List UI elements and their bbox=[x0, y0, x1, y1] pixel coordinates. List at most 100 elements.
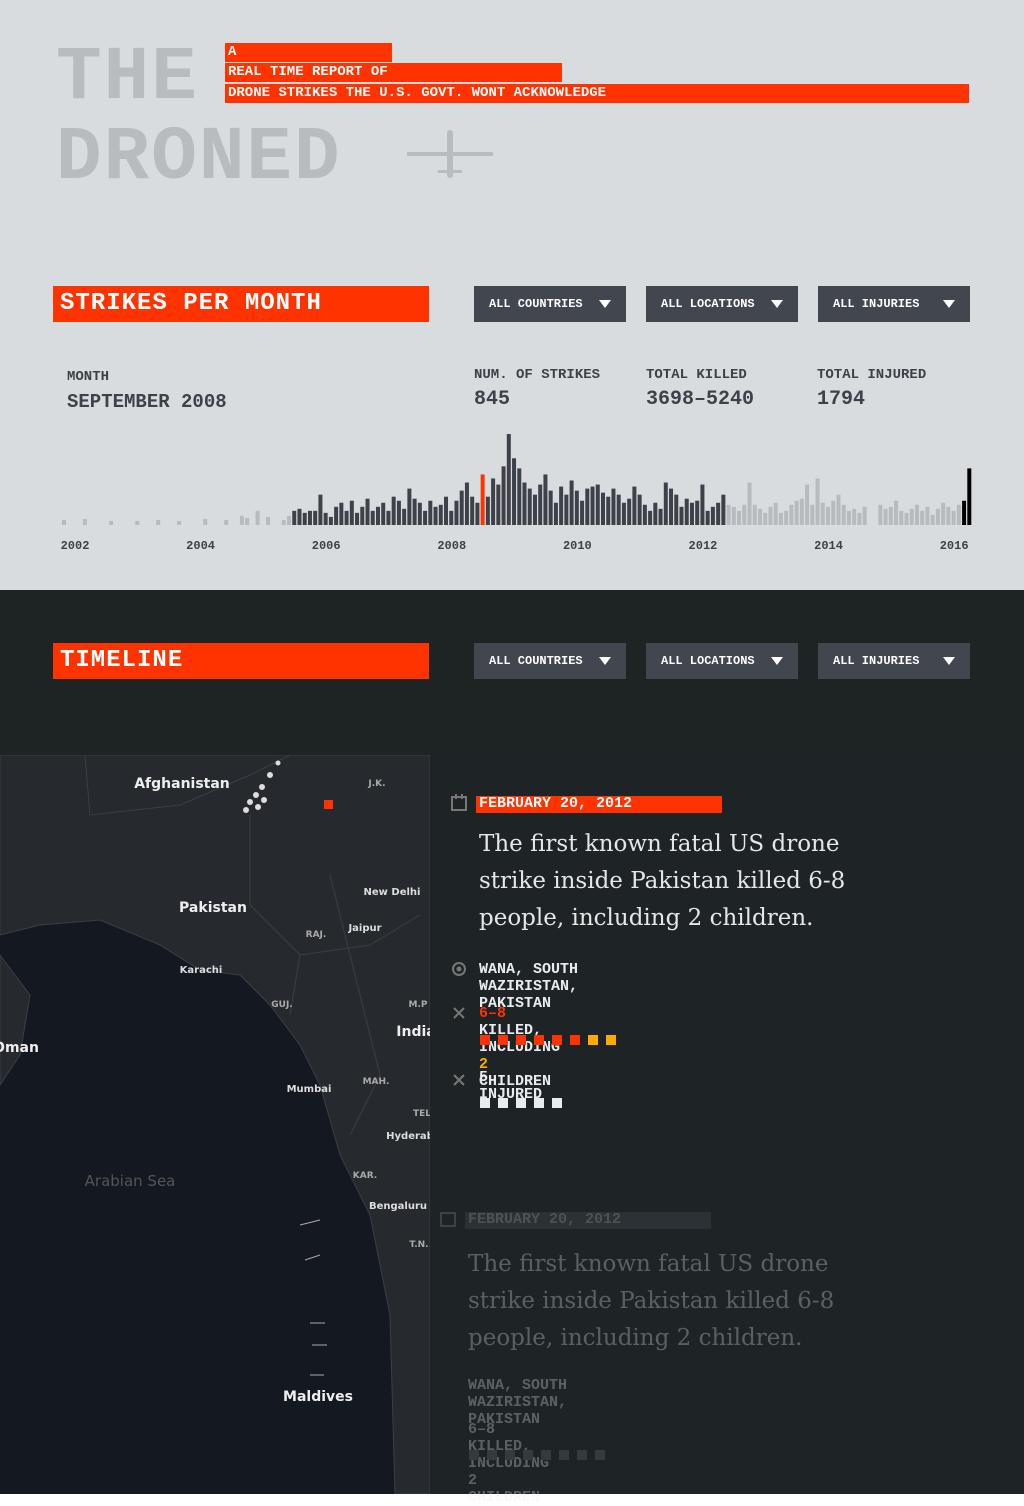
map-label: Oman bbox=[0, 1040, 39, 1056]
bar bbox=[621, 502, 626, 525]
calendar-icon bbox=[451, 794, 467, 811]
timeline-section: TIMELINE ALL COUNTRIES ALL LOCATIONS ALL… bbox=[0, 590, 1024, 1506]
bar bbox=[731, 506, 736, 525]
bar bbox=[381, 502, 386, 525]
filter-dropdown[interactable]: ALL LOCATIONS bbox=[646, 643, 798, 679]
bar bbox=[899, 510, 904, 525]
bar bbox=[370, 510, 375, 525]
filter-dropdown[interactable]: ALL COUNTRIES bbox=[474, 286, 626, 322]
map-label: MAH. bbox=[363, 1077, 390, 1087]
timeline-panel bbox=[430, 755, 1024, 1494]
title: THE bbox=[56, 35, 199, 121]
map-label: Maldives bbox=[283, 1389, 353, 1405]
bar bbox=[826, 506, 831, 525]
bar bbox=[574, 490, 579, 525]
bar bbox=[548, 490, 553, 525]
bar bbox=[721, 494, 726, 525]
bar bbox=[135, 520, 140, 525]
x-tick-label: 2016 bbox=[940, 539, 969, 553]
bar bbox=[883, 508, 888, 525]
bar bbox=[287, 515, 292, 525]
bar bbox=[590, 486, 595, 525]
bar bbox=[177, 520, 182, 525]
map-label: Hyderab bbox=[386, 1131, 430, 1142]
filter-dropdown[interactable]: ALL INJURIES bbox=[818, 643, 970, 679]
map-label: New Delhi bbox=[364, 887, 421, 898]
event-killed: 6–8 KILLED, INCLUDING 2 CHILDREN bbox=[468, 1421, 550, 1506]
bar bbox=[841, 504, 846, 525]
bar bbox=[302, 512, 307, 525]
map-label: M.P bbox=[409, 1000, 428, 1010]
bar bbox=[951, 510, 956, 525]
bar bbox=[941, 502, 946, 525]
bar bbox=[616, 494, 621, 525]
bar bbox=[585, 488, 590, 525]
bar bbox=[245, 517, 250, 525]
bar bbox=[532, 494, 537, 525]
bar bbox=[391, 496, 396, 525]
bar bbox=[920, 510, 925, 525]
map-label: Bengaluru bbox=[369, 1201, 427, 1212]
strikes-chart: 2002 2004 2006 2008 2010 2012 2014 2016 bbox=[61, 434, 972, 553]
bar bbox=[799, 498, 804, 525]
title: DRONED bbox=[56, 115, 342, 201]
bar bbox=[491, 478, 496, 525]
event-date: FEBRUARY 20, 2012 bbox=[465, 1212, 711, 1229]
bar bbox=[480, 474, 485, 525]
bar bbox=[266, 516, 271, 525]
bar bbox=[485, 496, 490, 525]
stat-value: 1794 bbox=[817, 388, 866, 411]
bar bbox=[527, 488, 532, 525]
x-tick-label: 2012 bbox=[689, 539, 718, 553]
event-location: WANA, SOUTH WAZIRISTAN, PAKISTAN bbox=[479, 961, 579, 1012]
map-label: Kabul bbox=[225, 755, 257, 758]
bar bbox=[810, 504, 815, 525]
bar bbox=[281, 519, 286, 525]
event-location: WANA, SOUTH WAZIRISTAN, PAKISTAN bbox=[468, 1377, 568, 1428]
bar bbox=[653, 502, 658, 525]
bar bbox=[459, 490, 464, 525]
bar bbox=[517, 468, 522, 525]
bar bbox=[852, 508, 857, 525]
bar bbox=[627, 498, 632, 525]
bar bbox=[339, 502, 344, 525]
bar bbox=[470, 496, 475, 525]
bar bbox=[313, 510, 318, 525]
stat-label: MONTH bbox=[67, 369, 110, 385]
bar bbox=[496, 484, 501, 525]
bar bbox=[307, 510, 312, 525]
bar bbox=[255, 510, 260, 525]
bar bbox=[648, 510, 653, 525]
bar bbox=[62, 519, 66, 525]
map-label: GUJ. bbox=[271, 1000, 292, 1010]
stat-value: 845 bbox=[474, 388, 511, 411]
map: Kabul Afghanistan J.K. Pakistan New Delhi RAJ… bbox=[0, 755, 430, 1494]
count-square bbox=[516, 1035, 526, 1045]
x-tick-label: 2002 bbox=[61, 539, 90, 553]
filter-dropdown[interactable]: ALL COUNTRIES bbox=[474, 643, 626, 679]
bar bbox=[239, 515, 244, 525]
bar bbox=[423, 510, 428, 525]
bar bbox=[349, 500, 354, 525]
bar bbox=[553, 502, 558, 525]
header-section: THE DRONED A REAL TIME REPORT OF DRONE S… bbox=[0, 0, 1024, 590]
bar bbox=[475, 502, 480, 525]
bar bbox=[752, 504, 757, 525]
children-text: CHILDREN bbox=[479, 1073, 552, 1090]
bar bbox=[778, 512, 783, 525]
bar bbox=[203, 518, 208, 525]
bar bbox=[637, 494, 642, 525]
bar bbox=[396, 500, 401, 525]
count-square bbox=[534, 1035, 544, 1045]
bar bbox=[328, 516, 333, 525]
bar bbox=[925, 506, 930, 525]
bar bbox=[904, 512, 909, 525]
filter-dropdown[interactable]: ALL LOCATIONS bbox=[646, 286, 798, 322]
bar bbox=[449, 510, 454, 525]
bar bbox=[726, 504, 731, 525]
bar bbox=[956, 504, 961, 525]
bar bbox=[642, 504, 647, 525]
filter-dropdown[interactable]: ALL INJURIES bbox=[818, 286, 970, 322]
bar bbox=[669, 488, 674, 525]
